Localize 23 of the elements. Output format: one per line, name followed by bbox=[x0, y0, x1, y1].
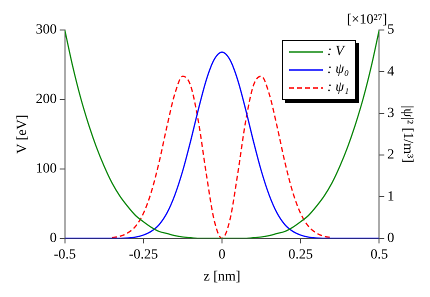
x-tick-label: 0 bbox=[218, 247, 226, 262]
x-tick-label: 0.5 bbox=[370, 247, 388, 262]
text: [×10²⁷] bbox=[346, 12, 388, 28]
x-tick-label: -0.25 bbox=[128, 247, 158, 262]
line-series bbox=[111, 76, 333, 238]
y-tick-label: 200 bbox=[36, 92, 57, 108]
y-tick-label: 300 bbox=[36, 22, 57, 38]
y2-tick-label: 1 bbox=[387, 189, 394, 204]
y2-tick-label: 5 bbox=[387, 22, 394, 38]
legend-label: : ψ₁ bbox=[327, 80, 349, 96]
y-tick-label: 100 bbox=[36, 162, 57, 177]
legend-label: : V bbox=[327, 44, 344, 60]
x-tick-label: -0.5 bbox=[54, 247, 76, 262]
y2-tick-label: 3 bbox=[387, 106, 394, 122]
y-axis-title: V [eV] bbox=[15, 114, 30, 154]
legend-label: : ψ₀ bbox=[327, 62, 349, 78]
y-tick-label: 0 bbox=[50, 231, 57, 246]
y2-tick-label: 0 bbox=[387, 231, 394, 246]
x-axis-title: z [nm] bbox=[204, 269, 240, 284]
y2-tick-label: 4 bbox=[387, 64, 394, 80]
y2-tick-label: 2 bbox=[387, 148, 394, 163]
y2-axis-title: |ψ|² [1/m³] bbox=[400, 106, 415, 163]
x-tick-label: 0.25 bbox=[288, 247, 313, 262]
